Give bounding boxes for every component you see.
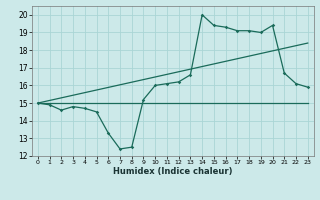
X-axis label: Humidex (Indice chaleur): Humidex (Indice chaleur)	[113, 167, 233, 176]
